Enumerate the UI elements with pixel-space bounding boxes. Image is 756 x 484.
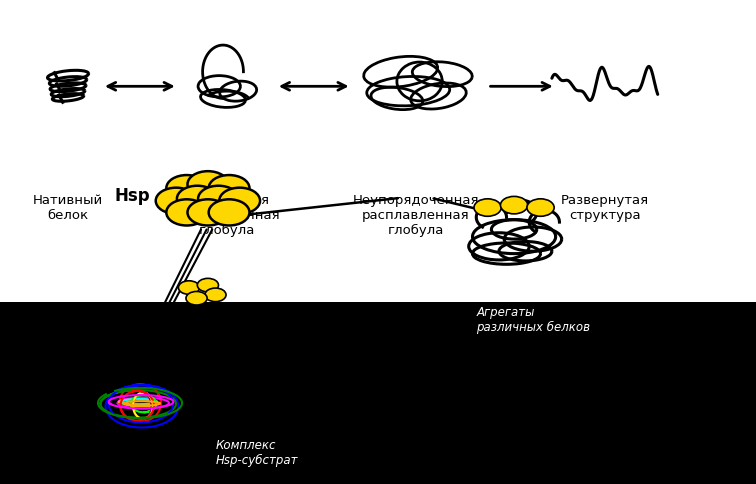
Text: Hsp: Hsp (114, 187, 150, 205)
Circle shape (178, 281, 200, 295)
Circle shape (166, 176, 207, 202)
Text: Развернутая
структура: Развернутая структура (561, 194, 649, 222)
Circle shape (474, 199, 501, 217)
Circle shape (187, 172, 228, 198)
Circle shape (209, 200, 249, 226)
Circle shape (209, 176, 249, 202)
Circle shape (205, 288, 226, 302)
Circle shape (166, 200, 207, 226)
Text: Компактная
расплавленная
глобула: Компактная расплавленная глобула (173, 194, 280, 237)
Text: Неупорядоченная
расплавленная
глобула: Неупорядоченная расплавленная глобула (352, 194, 479, 237)
Circle shape (198, 186, 239, 212)
Circle shape (500, 197, 528, 214)
Circle shape (156, 188, 197, 214)
Text: Нативный
белок: Нативный белок (33, 194, 103, 222)
Text: Комплекс
Hsp-субстрат: Комплекс Hsp-субстрат (215, 438, 298, 466)
Bar (0, 302, 756, 484)
Text: Агрегаты
различных белков: Агрегаты различных белков (476, 305, 590, 333)
Circle shape (219, 188, 260, 214)
Circle shape (197, 279, 218, 292)
Circle shape (177, 186, 218, 212)
Circle shape (527, 199, 554, 217)
Circle shape (187, 200, 228, 226)
Circle shape (186, 292, 207, 305)
